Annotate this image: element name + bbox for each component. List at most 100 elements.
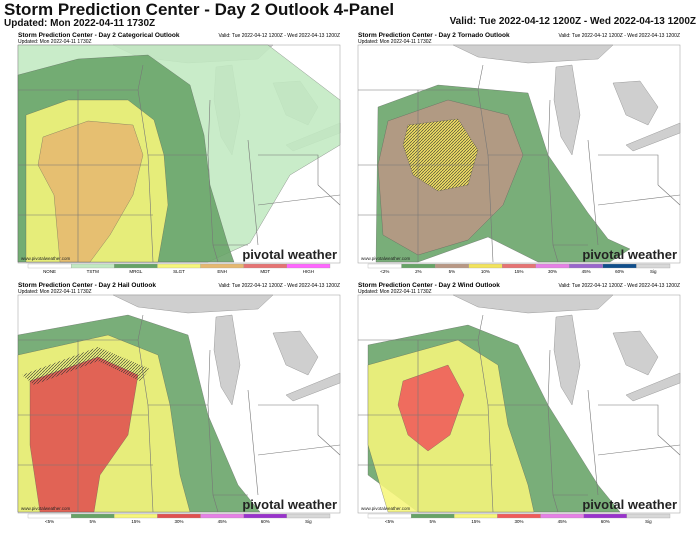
- risk-area: [397, 364, 465, 452]
- state-border: [317, 434, 341, 456]
- map: pivotal weather www.pivotalweather.com: [357, 44, 681, 264]
- legend-swatch: [70, 513, 115, 519]
- watermark: pivotal weather: [242, 497, 337, 512]
- lake: [112, 294, 274, 314]
- legend-label: ENH: [217, 269, 227, 274]
- legend-label: 10%: [481, 269, 490, 274]
- legend-swatch: [114, 513, 158, 519]
- state-border: [487, 404, 494, 513]
- legend-swatch: [200, 513, 244, 519]
- state-border: [257, 194, 341, 206]
- state-border: [317, 184, 341, 206]
- lake: [272, 330, 319, 376]
- watermark: pivotal weather: [582, 497, 677, 512]
- legend-label: 60%: [261, 519, 270, 524]
- lake: [285, 372, 341, 402]
- legend-swatch: [243, 263, 288, 269]
- panel-title: Storm Prediction Center - Day 2 Hail Out…: [18, 282, 156, 289]
- legend-swatch: [410, 513, 455, 519]
- legend-label: 60%: [615, 269, 624, 274]
- lake: [612, 80, 659, 126]
- panel-updated: Updated: Mon 2022-04-11 1730Z: [18, 289, 92, 295]
- state-border: [212, 244, 219, 263]
- site-url: www.pivotalweather.com: [21, 256, 71, 261]
- state-border: [477, 89, 551, 156]
- legend-swatch: [497, 513, 541, 519]
- legend-label: 45%: [558, 519, 567, 524]
- panel-valid: Valid: Tue 2022-04-12 1200Z - Wed 2022-0…: [218, 283, 340, 289]
- state-border: [487, 154, 494, 263]
- legend-label: 60%: [601, 519, 610, 524]
- lake: [452, 294, 614, 314]
- legend-swatch: [502, 263, 536, 269]
- lake: [553, 64, 581, 156]
- legend-swatch: [636, 263, 671, 269]
- legend-swatch: [569, 263, 604, 269]
- legend-label: 2%: [415, 269, 422, 274]
- legend-label: 5%: [449, 269, 456, 274]
- legend-label: 45%: [218, 519, 227, 524]
- legend-label: Sig: [650, 269, 657, 274]
- state-border: [597, 194, 681, 206]
- map-panel: Storm Prediction Center - Day 2 Wind Out…: [357, 282, 681, 524]
- page-title: Storm Prediction Center - Day 2 Outlook …: [4, 0, 395, 19]
- state-border: [147, 404, 154, 513]
- state-border: [477, 339, 551, 406]
- legend-swatch: [401, 263, 436, 269]
- map: pivotal weather www.pivotalweather.com: [357, 294, 681, 514]
- legend-swatch: [454, 513, 498, 519]
- legend-swatch: [200, 263, 244, 269]
- legend-swatch: [27, 263, 72, 269]
- panel-updated: Updated: Mon 2022-04-11 1730Z: [358, 39, 432, 45]
- legend-label: <5%: [385, 519, 394, 524]
- legend-swatch: [583, 513, 628, 519]
- legend-label: 45%: [582, 269, 591, 274]
- state-border: [137, 339, 211, 406]
- updated-time: Updated: Mon 2022-04-11 1730Z: [4, 18, 156, 29]
- legend-label: 5%: [89, 519, 96, 524]
- legend-swatch: [434, 263, 469, 269]
- lake: [213, 314, 241, 406]
- site-url: www.pivotalweather.com: [361, 256, 411, 261]
- lake: [553, 314, 581, 406]
- legend-swatch: [626, 513, 671, 519]
- legend-swatch: [114, 263, 158, 269]
- panel-valid: Valid: Tue 2022-04-12 1200Z - Wed 2022-0…: [558, 283, 680, 289]
- state-border: [552, 494, 559, 513]
- state-border: [212, 494, 219, 513]
- legend-label: NONE: [43, 269, 56, 274]
- legend-label: <5%: [45, 519, 54, 524]
- legend-label: HIGH: [303, 269, 314, 274]
- map: pivotal weather www.pivotalweather.com: [17, 294, 341, 514]
- legend-swatch: [157, 263, 201, 269]
- legend-swatch: [243, 513, 288, 519]
- lake: [625, 372, 681, 402]
- map-panel: Storm Prediction Center - Day 2 Categori…: [17, 32, 341, 274]
- legend-swatch: [535, 263, 570, 269]
- legend-label: Sig: [305, 519, 312, 524]
- panel-valid: Valid: Tue 2022-04-12 1200Z - Wed 2022-0…: [218, 33, 340, 39]
- legend-label: Sig: [645, 519, 652, 524]
- map: pivotal weather www.pivotalweather.com: [17, 44, 341, 264]
- hatched-area: [403, 119, 478, 191]
- lake: [625, 122, 681, 152]
- legend-swatch: [367, 513, 412, 519]
- legend-label: 30%: [548, 269, 557, 274]
- state-border: [598, 404, 659, 435]
- legend-label: 5%: [429, 519, 436, 524]
- state-border: [597, 444, 681, 456]
- legend-label: SLGT: [173, 269, 185, 274]
- legend-label: MRGL: [129, 269, 142, 274]
- state-border: [598, 154, 659, 185]
- state-border: [587, 139, 599, 246]
- panel-valid: Valid: Tue 2022-04-12 1200Z - Wed 2022-0…: [558, 33, 680, 39]
- state-border: [257, 444, 341, 456]
- state-border: [258, 154, 319, 185]
- legend-swatch: [70, 263, 115, 269]
- legend-label: 15%: [471, 519, 480, 524]
- legend-label: 30%: [514, 519, 523, 524]
- lake: [612, 330, 659, 376]
- lake: [452, 44, 614, 64]
- state-border: [247, 139, 259, 246]
- legend-label: <2%: [380, 269, 389, 274]
